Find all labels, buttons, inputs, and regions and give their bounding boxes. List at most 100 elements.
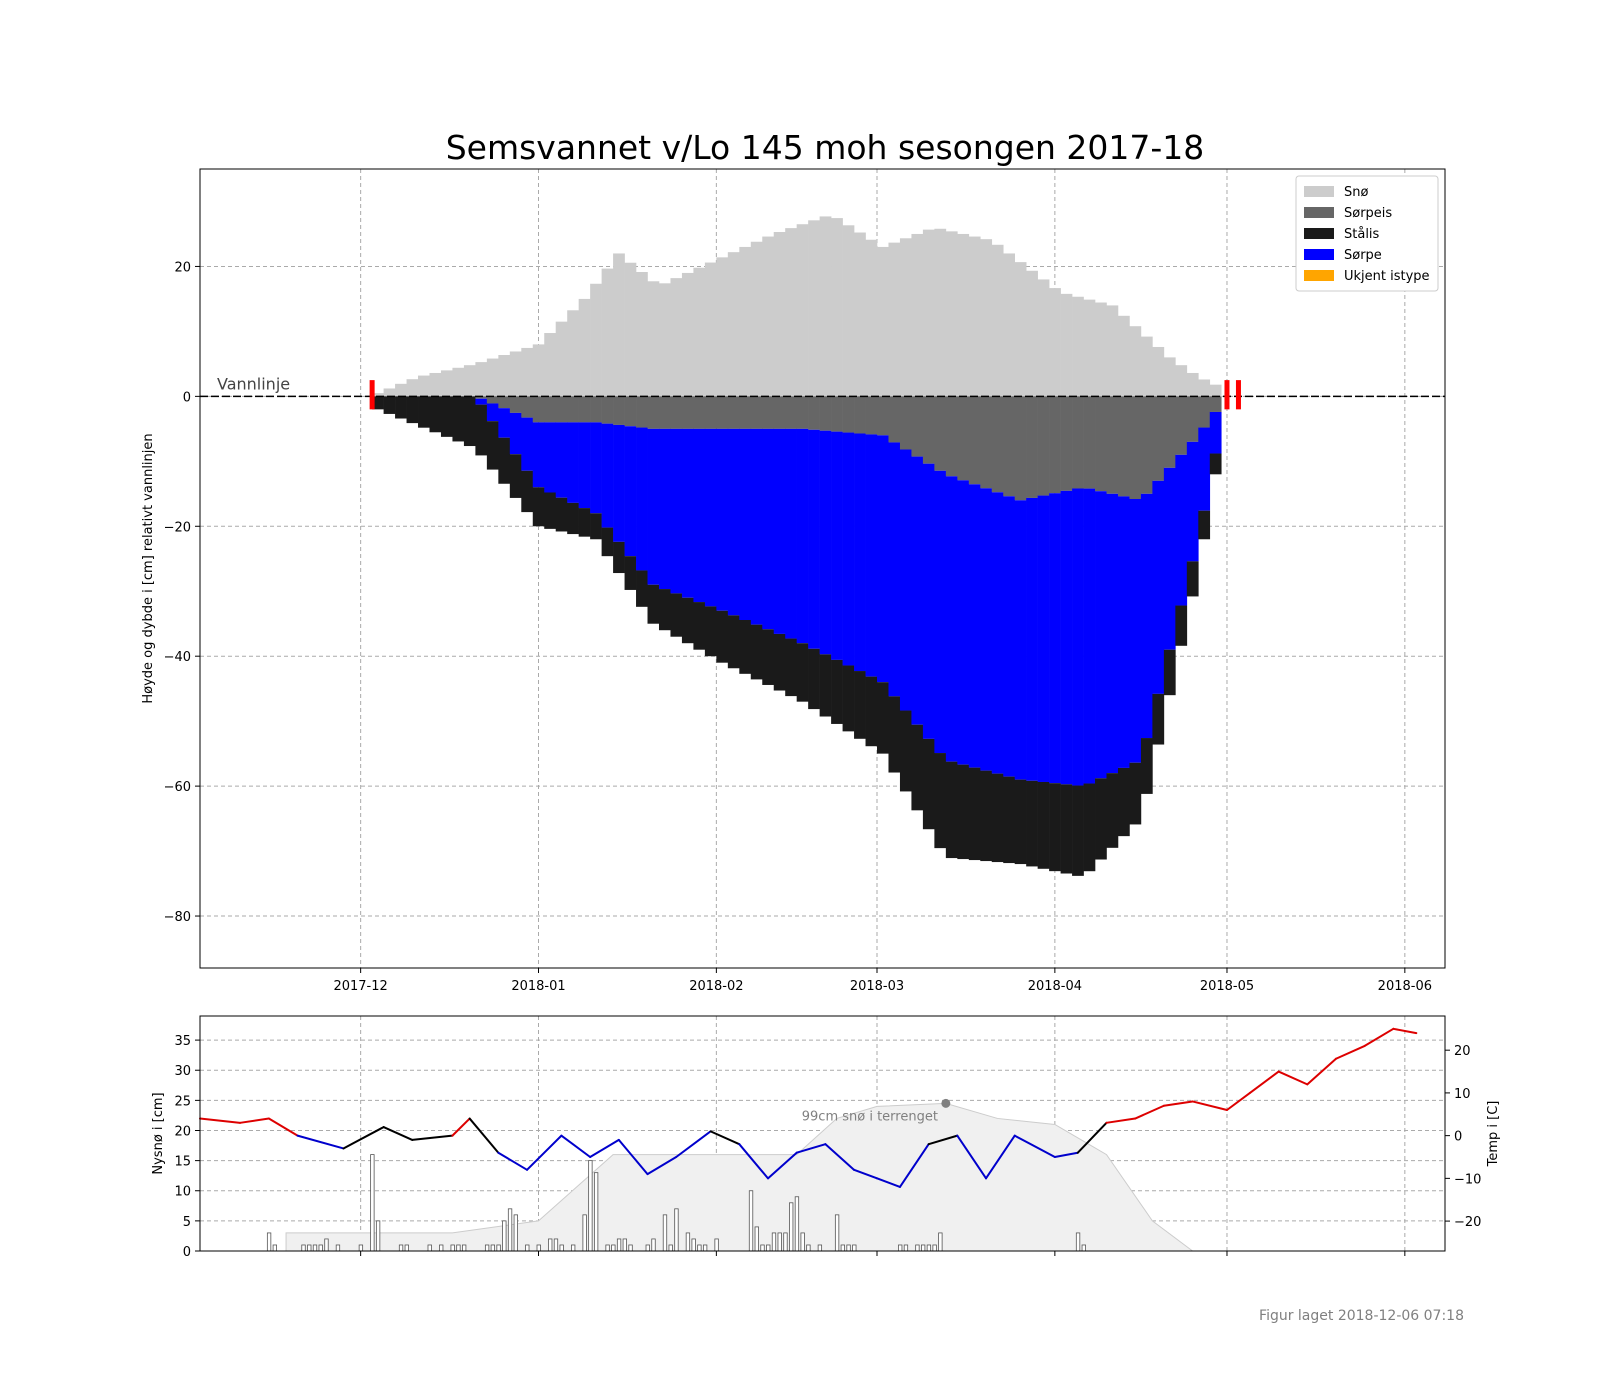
slush-bar bbox=[590, 422, 602, 514]
clear-ice-bar bbox=[383, 396, 396, 414]
slush-bar bbox=[1014, 500, 1027, 780]
snow-bar bbox=[877, 246, 889, 397]
clear-ice-bar bbox=[658, 589, 671, 631]
temperature-segment bbox=[560, 1134, 592, 1158]
x-tick-label: 2018-04 bbox=[1028, 979, 1082, 994]
slush-ice-bar bbox=[1140, 396, 1153, 494]
y-axis-label: Nysnø i [cm] bbox=[151, 1092, 166, 1174]
y-tick-label: 30 bbox=[174, 1064, 191, 1079]
slush-ice-bar bbox=[1106, 396, 1119, 494]
slush-bar bbox=[1186, 441, 1199, 562]
snow-bar bbox=[1175, 365, 1188, 397]
slush-ice-bar bbox=[590, 396, 602, 423]
y-tick-label: 25 bbox=[174, 1094, 191, 1109]
slush-ice-bar bbox=[854, 396, 866, 434]
snow-bar bbox=[957, 233, 970, 397]
slush-ice-bar bbox=[1003, 396, 1016, 497]
slush-bar bbox=[486, 403, 499, 422]
snow-bar bbox=[1163, 357, 1176, 397]
temperature-segment bbox=[617, 1138, 649, 1176]
new-snow-bar bbox=[312, 1244, 318, 1252]
x-tick-label: 2018-05 bbox=[1200, 979, 1254, 994]
slush-ice-bar bbox=[991, 396, 1004, 493]
new-snow-bar bbox=[771, 1232, 777, 1252]
new-snow-bar bbox=[754, 1226, 759, 1252]
slush-ice-bar bbox=[601, 396, 614, 424]
snow-bar bbox=[865, 239, 878, 397]
clear-ice-bar bbox=[1060, 784, 1073, 874]
slush-ice-bar bbox=[877, 396, 889, 436]
clear-ice-bar bbox=[1152, 693, 1165, 745]
slush-bar bbox=[727, 428, 740, 616]
snow-bar bbox=[1152, 346, 1165, 397]
snow-bar bbox=[532, 344, 545, 397]
temperature-segment bbox=[451, 1117, 471, 1137]
clear-ice-bar bbox=[762, 629, 775, 685]
y-tick-label: 20 bbox=[174, 260, 191, 275]
slush-ice-bar bbox=[1072, 396, 1084, 489]
snow-bar bbox=[980, 239, 993, 397]
slush-ice-bar bbox=[727, 396, 740, 429]
slush-bar bbox=[521, 417, 534, 471]
slush-bar bbox=[1003, 496, 1016, 777]
slush-ice-bar bbox=[808, 396, 820, 430]
slush-bar bbox=[854, 433, 866, 672]
temperature-segment bbox=[1134, 1104, 1165, 1120]
sub-plot-frame bbox=[199, 1015, 1446, 1252]
clear-ice-bar bbox=[1037, 781, 1050, 869]
slush-ice-bar bbox=[945, 396, 958, 477]
snow-bar bbox=[590, 283, 602, 397]
slush-ice-bar bbox=[624, 396, 637, 427]
new-snow-bar bbox=[490, 1244, 496, 1252]
clear-ice-bar bbox=[934, 753, 947, 849]
new-snow-bar bbox=[674, 1208, 679, 1252]
temperature-segment bbox=[824, 1143, 856, 1171]
slush-bar bbox=[1095, 491, 1107, 779]
temperature-segment bbox=[766, 1151, 798, 1180]
snow-bar bbox=[808, 220, 820, 397]
new-snow-bar bbox=[662, 1214, 668, 1252]
snow-depth-label: 99cm snø i terrenget bbox=[802, 1109, 938, 1124]
y2-tick-label: 0 bbox=[1454, 1130, 1462, 1145]
clear-ice-bar bbox=[567, 502, 579, 535]
snow-bar bbox=[544, 333, 557, 397]
new-snow-bar bbox=[375, 1220, 381, 1252]
snow-bar bbox=[854, 232, 866, 397]
snow-bar bbox=[440, 370, 453, 397]
new-snow-bar bbox=[702, 1244, 708, 1252]
ice-event-marker bbox=[369, 380, 375, 410]
slush-ice-bar bbox=[831, 396, 843, 432]
clear-ice-bar bbox=[922, 738, 935, 830]
snow-bar bbox=[693, 267, 706, 397]
clear-ice-bar bbox=[968, 767, 981, 861]
slush-ice-bar bbox=[681, 396, 694, 429]
new-snow-bar bbox=[846, 1244, 851, 1252]
new-snow-bar bbox=[817, 1244, 823, 1252]
new-snow-bar bbox=[783, 1232, 788, 1252]
slush-ice-bar bbox=[1037, 396, 1050, 496]
temperature-segment bbox=[876, 1177, 901, 1188]
temperature-segment bbox=[1334, 1044, 1366, 1060]
clear-ice-bar bbox=[785, 638, 797, 697]
temperature-segment bbox=[985, 1134, 1016, 1180]
slush-bar bbox=[1083, 488, 1096, 784]
new-snow-bar bbox=[651, 1238, 656, 1252]
y2-tick-label: −10 bbox=[1454, 1172, 1481, 1187]
temperature-segment bbox=[709, 1130, 741, 1146]
y2-tick-label: 10 bbox=[1454, 1087, 1471, 1102]
legend-box bbox=[1295, 175, 1439, 292]
snow-bar bbox=[681, 272, 694, 397]
water-line-label: Vannlinje bbox=[217, 374, 290, 393]
clear-ice-bar bbox=[429, 396, 442, 433]
legend: Snø Sørpeis Stålis Sørpe Ukjent istype bbox=[1295, 175, 1439, 292]
temperature-segment bbox=[1363, 1027, 1395, 1047]
slush-ice-bar bbox=[647, 396, 660, 429]
snow-bar bbox=[750, 241, 763, 397]
slush-bar bbox=[613, 424, 625, 542]
slush-ice-bar bbox=[1209, 396, 1222, 412]
new-snow-bar bbox=[697, 1244, 702, 1252]
slush-ice-bar bbox=[922, 396, 935, 464]
snow-bar bbox=[968, 236, 981, 397]
slush-ice-bar bbox=[578, 396, 591, 423]
slush-ice-bar bbox=[1198, 396, 1211, 428]
